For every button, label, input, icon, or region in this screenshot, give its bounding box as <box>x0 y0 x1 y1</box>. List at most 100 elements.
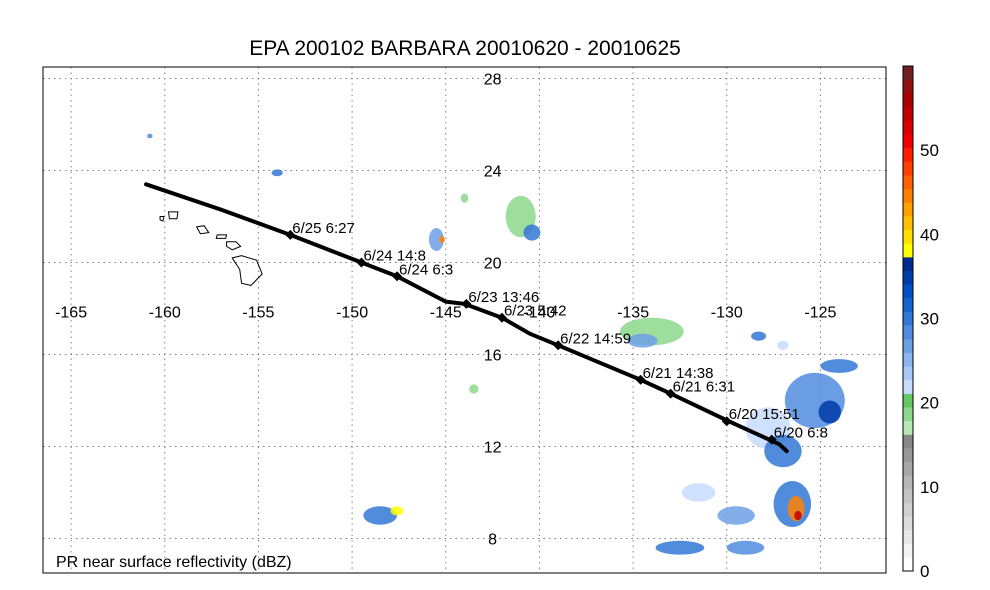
colorbar-swatch <box>903 120 913 135</box>
colorbar-swatch <box>903 325 913 340</box>
colorbar-swatch <box>903 161 913 176</box>
colorbar-swatch <box>903 366 913 381</box>
colorbar-swatch <box>903 134 913 149</box>
track-fix-label: 6/21 14:38 <box>643 365 714 382</box>
colorbar-swatch <box>903 284 913 299</box>
rain-cell <box>363 506 398 525</box>
colorbar-swatch <box>903 202 913 217</box>
axis-tick-labels: -165 -160 -155 -150 -145 -140 -135 -130 -125 28 24… <box>55 72 836 549</box>
lon-tick-label: -165 <box>55 305 87 322</box>
graticule <box>43 67 886 573</box>
rain-cell <box>390 506 404 516</box>
lat-tick-label: 28 <box>484 72 502 89</box>
track-fix-label: 6/24 6:3 <box>399 261 453 278</box>
colorbar-tick-label: 40 <box>920 225 939 244</box>
colorbar-frame <box>902 65 914 572</box>
colorbar-tick-label: 0 <box>920 562 929 581</box>
colorbar-tick-label: 50 <box>920 141 939 160</box>
lon-tick-label: -140 <box>523 305 555 322</box>
track-fix-label: 6/20 15:51 <box>729 406 800 423</box>
rain-cell <box>655 540 705 555</box>
colorbar-swatch <box>903 147 913 162</box>
track-fix-label: 6/24 14:8 <box>363 248 426 265</box>
colorbar-swatch <box>903 106 913 121</box>
rain-cell <box>717 506 755 525</box>
track-fix-marker <box>496 312 507 323</box>
track-fix-marker <box>461 298 472 309</box>
island-outline <box>231 255 263 287</box>
rain-cell <box>681 483 716 502</box>
lon-tick-label: -125 <box>804 305 836 322</box>
colorbar-tick-label: 10 <box>920 478 939 497</box>
colorbar-swatch <box>903 66 913 80</box>
rain-cell <box>460 193 469 203</box>
track-fix-marker <box>553 340 564 351</box>
rain-cell <box>751 331 767 341</box>
lon-tick-label: -145 <box>430 305 462 322</box>
island-outline <box>195 225 210 235</box>
track-fix-label: 6/21 6:31 <box>673 379 736 396</box>
track-fix-marker <box>766 434 777 445</box>
map-background <box>43 67 886 573</box>
track-fix-label: 6/25 6:27 <box>292 220 355 237</box>
colorbar-swatch <box>903 338 913 353</box>
lat-tick-label: 16 <box>484 348 502 365</box>
track-fix-marker <box>392 271 403 282</box>
colorbar-swatch <box>903 557 913 572</box>
colorbar-swatch <box>903 216 913 231</box>
track-fix-marker <box>635 374 646 385</box>
rain-cell <box>794 510 802 521</box>
rain-cell <box>777 340 789 350</box>
colorbar-swatch <box>903 243 913 258</box>
map-title: EPA 200102 BARBARA 20010620 - 20010625 <box>249 37 681 60</box>
variable-caption: PR near surface reflectivity (dBZ) <box>56 554 292 571</box>
rain-reflectivity-layer <box>146 133 858 555</box>
lon-tick-label: -135 <box>617 305 649 322</box>
map-frame <box>42 66 887 574</box>
track-fix-label: 6/22 14:59 <box>560 330 631 347</box>
colorbar-swatch <box>903 257 913 272</box>
colorbar-swatch <box>903 311 913 326</box>
colorbar-swatch <box>903 461 913 476</box>
lon-tick-label: -155 <box>242 305 274 322</box>
reflectivity-colorbar: 0 10 20 30 40 50 <box>902 65 939 581</box>
track-fix-marker <box>665 388 676 399</box>
lat-tick-label: 12 <box>484 440 502 457</box>
lat-tick-label: 24 <box>484 164 502 181</box>
storm-track: 6/25 6:27 6/24 14:86/24 6:3 6/23 13:466/23… <box>144 182 828 454</box>
track-fix-label: 6/23 13:46 <box>468 289 539 306</box>
track-fix-marker <box>285 229 296 240</box>
colorbar-swatch <box>903 516 913 531</box>
colorbar-swatch <box>903 93 913 108</box>
colorbar-tick-label: 20 <box>920 394 939 413</box>
track-fix-marker <box>356 257 367 268</box>
rain-cell <box>146 133 153 139</box>
colorbar-swatch <box>903 502 913 517</box>
island-outline <box>215 234 228 239</box>
track-fix-label: 6/23 5:42 <box>504 303 567 320</box>
lon-tick-label: -150 <box>336 305 368 322</box>
island-outline <box>226 241 242 251</box>
rain-cell <box>818 400 842 424</box>
colorbar-swatch <box>903 448 913 463</box>
colorbar-swatch <box>903 543 913 558</box>
lat-tick-label: 20 <box>484 256 502 273</box>
colorbar-swatch <box>903 475 913 490</box>
colorbar-swatch <box>903 298 913 312</box>
colorbar-swatch <box>903 420 913 435</box>
colorbar-swatch <box>903 175 913 190</box>
colorbar-swatch <box>903 489 913 504</box>
rain-cell <box>439 236 445 243</box>
colorbar-swatch <box>903 393 913 408</box>
rain-cell <box>271 169 283 177</box>
colorbar-swatch <box>903 229 913 244</box>
colorbar-swatch <box>903 379 913 394</box>
map-panel: 6/25 6:27 6/24 14:86/24 6:3 6/23 13:466/23… <box>42 66 887 574</box>
track-fix-marker <box>721 416 732 427</box>
colorbar-swatch <box>903 352 913 367</box>
colorbar-swatch <box>903 530 913 545</box>
rain-cell <box>627 333 658 348</box>
rain-cell <box>726 540 765 555</box>
hawaiian-islands-coastline <box>159 211 263 287</box>
